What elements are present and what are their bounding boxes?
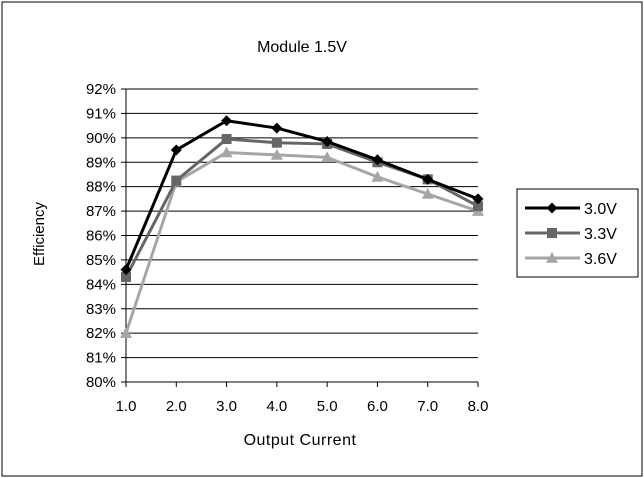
diamond-marker: [221, 115, 233, 127]
x-tick-label: 2.0: [166, 398, 187, 415]
triangle-marker: [421, 187, 434, 199]
y-tick-label: 86%: [86, 228, 116, 245]
triangle-marker: [321, 151, 334, 163]
legend-label: 3.3V: [584, 226, 617, 243]
y-tick-label: 80%: [86, 374, 116, 391]
y-tick-label: 92%: [86, 81, 116, 98]
diamond-marker: [321, 135, 333, 147]
y-tick-label: 84%: [86, 276, 116, 293]
square-marker: [171, 175, 182, 186]
chart-title: Module 1.5V: [257, 39, 347, 56]
y-tick-label: 81%: [86, 350, 116, 367]
x-tick-label: 3.0: [216, 398, 237, 415]
series-line: [124, 119, 479, 271]
triangle-marker: [371, 170, 384, 182]
triangle-marker: [270, 148, 283, 160]
y-tick-label: 87%: [86, 203, 116, 220]
series-line: [124, 150, 479, 334]
x-tick-label: 1.0: [116, 398, 137, 415]
square-marker: [221, 134, 232, 145]
legend: 3.0V 3.3V 3.6V: [516, 188, 639, 278]
x-tick-label: 7.0: [417, 398, 438, 415]
x-axis-label: Output Current: [244, 432, 357, 449]
diamond-marker: [170, 144, 182, 156]
triangle-marker: [220, 146, 233, 158]
x-tick-label: 5.0: [317, 398, 338, 415]
diamond-marker: [546, 202, 558, 214]
x-tick-label: 4.0: [266, 398, 287, 415]
square-marker: [473, 201, 483, 212]
x-tick-label: 6.0: [367, 398, 388, 415]
x-tick-label: 8.0: [468, 398, 489, 415]
y-tick-label: 83%: [86, 301, 116, 318]
square-marker: [121, 272, 131, 283]
plot-area: 80% 81% 82% 83% 84% 85% 86% 87% 88% 89% 90% 91% 92% 1…: [86, 81, 488, 415]
y-tick-label: 91%: [86, 105, 116, 122]
legend-label: 3.6V: [584, 251, 617, 268]
square-marker: [547, 228, 557, 238]
diamond-marker: [472, 193, 484, 205]
y-axis-label: Efficiency: [31, 202, 48, 266]
diamond-marker: [422, 173, 434, 185]
triangle-marker: [546, 252, 558, 263]
triangle-marker: [120, 327, 132, 338]
y-tick-label: 89%: [86, 154, 116, 171]
diamond-marker: [371, 154, 383, 166]
y-tick-label: 90%: [86, 130, 116, 147]
legend-label: 3.0V: [584, 201, 617, 218]
square-marker: [271, 137, 282, 148]
y-tick-label: 88%: [86, 179, 116, 196]
y-tick-label: 82%: [86, 325, 116, 342]
y-tick-label: 85%: [86, 252, 116, 269]
diamond-marker: [120, 264, 132, 276]
diamond-marker: [271, 122, 283, 134]
